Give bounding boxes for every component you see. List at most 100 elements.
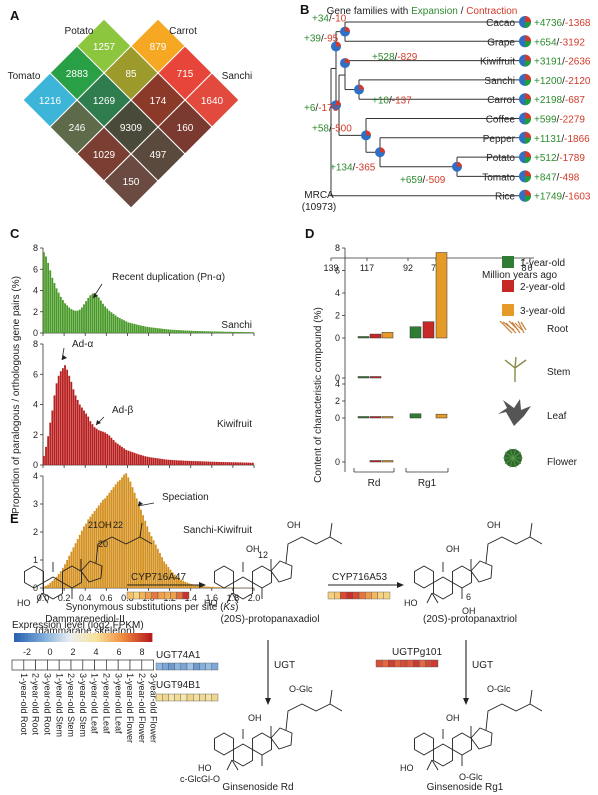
compound-ytick-label: 0 bbox=[335, 333, 340, 343]
pie-slice bbox=[380, 147, 385, 153]
ks-panel-name: Kiwifruit bbox=[217, 419, 252, 430]
expression-legend-tick: 8 bbox=[139, 647, 144, 657]
ks-bar bbox=[45, 256, 47, 333]
ks-bar bbox=[247, 332, 250, 333]
compound-ytick-label: 0 bbox=[335, 457, 340, 467]
ks-bar bbox=[129, 451, 132, 465]
tree-node-sep: / bbox=[353, 162, 356, 173]
expression-sample-label: 2-year-old Flower bbox=[137, 673, 147, 743]
flower-spoke bbox=[512, 451, 522, 459]
ks-bar bbox=[245, 332, 248, 333]
ks-xtick-label: 1.4 bbox=[184, 593, 197, 603]
expression-cell bbox=[413, 659, 420, 668]
pie-slice bbox=[345, 58, 350, 64]
ks-bar bbox=[125, 473, 128, 588]
ks-bar bbox=[232, 331, 235, 333]
expression-cell bbox=[327, 591, 335, 600]
ks-bar bbox=[85, 301, 88, 333]
ks-bar bbox=[146, 526, 149, 588]
atom-label-oh: OH bbox=[248, 713, 262, 723]
expression-legend-gradient bbox=[65, 633, 70, 642]
ks-bar bbox=[108, 492, 111, 588]
ks-bar bbox=[129, 322, 132, 333]
ks-bar bbox=[211, 461, 214, 465]
expression-cell bbox=[394, 659, 402, 668]
ks-bar bbox=[137, 454, 140, 465]
ks-bar bbox=[190, 460, 193, 465]
ks-bar bbox=[127, 322, 130, 333]
ks-bar bbox=[180, 330, 182, 333]
ks-bar bbox=[203, 586, 206, 588]
expression-legend-gradient bbox=[127, 633, 132, 642]
ks-bar bbox=[146, 326, 149, 333]
venn-cell-value: 246 bbox=[69, 123, 86, 134]
tree-node-sep: / bbox=[389, 96, 392, 107]
ks-bar bbox=[142, 325, 144, 333]
side-chain-bond bbox=[485, 522, 543, 564]
compound-category-label: Rd bbox=[368, 478, 381, 489]
ks-ytick-label: 1 bbox=[33, 555, 38, 565]
atom-label-ho: HO bbox=[204, 598, 218, 608]
expression-cell bbox=[377, 591, 385, 600]
expression-sample-label: 2-year-old Stem bbox=[66, 673, 76, 737]
ks-bar bbox=[89, 516, 92, 588]
pie-slice bbox=[525, 73, 531, 80]
ks-ytick-label: 6 bbox=[33, 264, 38, 274]
ks-bar bbox=[55, 576, 58, 588]
ks-bar bbox=[228, 331, 231, 333]
ks-bar bbox=[224, 462, 227, 465]
expression-legend-gradient bbox=[24, 633, 29, 642]
ks-ytick-label: 3 bbox=[33, 499, 38, 509]
expression-legend-tick: 6 bbox=[116, 647, 121, 657]
compound-ytick-label: 2 bbox=[335, 396, 340, 406]
expression-cell bbox=[139, 591, 146, 600]
venn-cell-value: 9309 bbox=[120, 123, 143, 134]
ks-bar bbox=[68, 307, 71, 333]
root-strand bbox=[499, 320, 513, 334]
enzyme-label: UGTPg101 bbox=[392, 647, 442, 658]
expression-cell bbox=[163, 591, 171, 600]
ks-bar bbox=[150, 536, 153, 588]
ks-bar bbox=[178, 460, 180, 465]
tree-node-counts: +659/-509 bbox=[400, 175, 446, 186]
pie-slice bbox=[525, 35, 531, 42]
expression-cell bbox=[388, 659, 395, 668]
ks-bar bbox=[230, 331, 233, 333]
expression-sample-label: 3-year-old Root bbox=[43, 673, 53, 736]
pie-slice bbox=[525, 157, 531, 164]
ks-bar bbox=[57, 292, 60, 333]
tree-taxon-contraction: -498 bbox=[559, 172, 579, 183]
tree-title-expansion: Expansion bbox=[411, 6, 458, 17]
flower-spoke bbox=[512, 457, 517, 468]
expression-sample-box bbox=[106, 659, 119, 671]
flower-spoke bbox=[509, 457, 514, 468]
compound-bar bbox=[435, 252, 448, 339]
tree-node-contraction: -509 bbox=[425, 175, 445, 186]
ks-bar bbox=[173, 329, 176, 333]
venn-cell-value: 879 bbox=[150, 42, 167, 53]
ks-bar bbox=[89, 295, 92, 333]
enzyme-label: CYP716A47 bbox=[131, 572, 186, 583]
tissue-label: Root bbox=[547, 324, 568, 335]
expression-cell bbox=[211, 662, 219, 671]
ks-bar bbox=[110, 312, 113, 333]
ks-bar bbox=[116, 317, 119, 333]
tree-taxon-contraction: -1866 bbox=[564, 134, 590, 145]
ks-bar bbox=[83, 410, 85, 465]
ks-bar bbox=[118, 318, 121, 333]
expression-cell bbox=[145, 591, 153, 600]
expression-cell bbox=[182, 591, 190, 600]
ks-bar bbox=[203, 331, 206, 333]
compound-bar bbox=[369, 376, 382, 379]
atom-label-ho: HO bbox=[17, 598, 31, 608]
ring-bond bbox=[252, 565, 272, 589]
ks-bar bbox=[220, 587, 223, 588]
atom-label-c21: 21 bbox=[88, 520, 98, 530]
tree-node-expansion: +134 bbox=[330, 162, 353, 173]
ks-bar bbox=[165, 459, 168, 465]
compound-ylabel: Content of characteristic compound (%) bbox=[313, 307, 324, 483]
tree-taxon-expansion: +1200 bbox=[534, 76, 563, 87]
ks-bar bbox=[205, 331, 208, 333]
ks-bar bbox=[118, 445, 121, 465]
reaction-arrowhead bbox=[265, 698, 271, 705]
